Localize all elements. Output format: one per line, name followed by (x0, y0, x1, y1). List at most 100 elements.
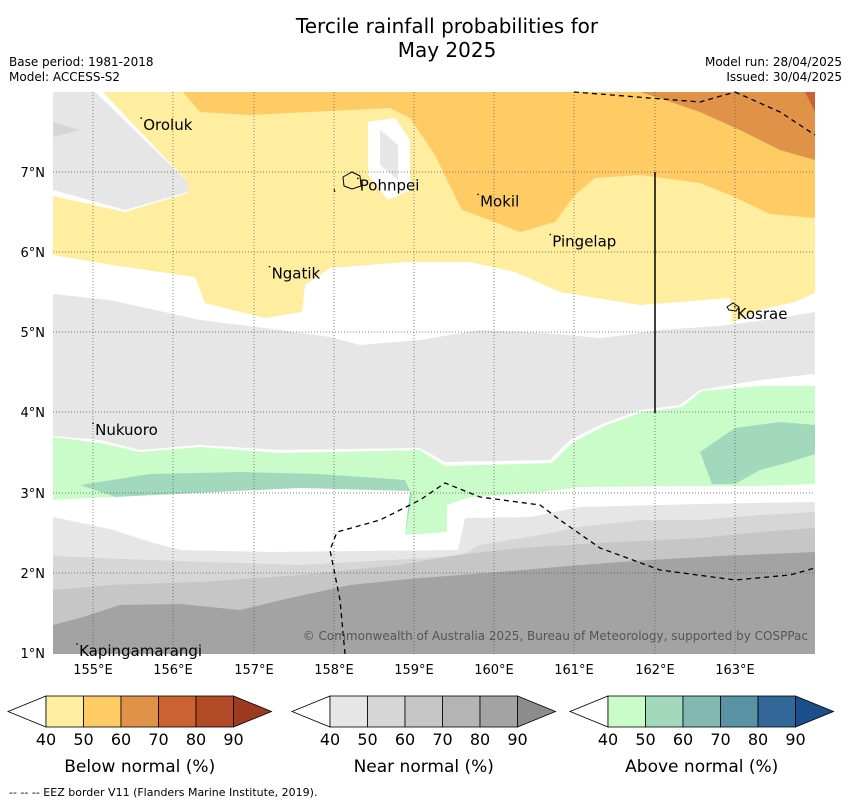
y-tick-label: 5°N (21, 326, 46, 341)
probability-field (53, 92, 815, 654)
place-marker (477, 193, 479, 196)
title-line-1: Tercile rainfall probabilities for (295, 14, 599, 38)
legend-high-arrow (795, 695, 835, 728)
place-label: Ngatik (272, 265, 321, 283)
place-label: Nukuoro (95, 421, 158, 439)
legend-swatch (442, 695, 481, 728)
place-marker (357, 177, 359, 180)
legend-title: Below normal (%) (64, 757, 215, 777)
legend-tick-label: 70 (710, 730, 730, 749)
legend-tick-label: 40 (36, 730, 56, 749)
place-marker (92, 422, 94, 424)
x-tick-label: 162°E (635, 663, 675, 678)
place-marker (76, 643, 78, 645)
place-label: Kosrae (737, 305, 788, 323)
legend-swatch (45, 695, 84, 728)
legend-tick-label: 50 (357, 730, 377, 749)
above-normal-40-region (53, 386, 815, 535)
above-normal-50-region-east (700, 422, 815, 484)
legend-swatch (367, 695, 406, 728)
x-tick-label: 156°E (153, 663, 193, 678)
legend-tick-label: 80 (186, 730, 206, 749)
y-tick-label: 4°N (21, 406, 46, 421)
model-run: Model run: 28/04/2025 (704, 55, 842, 69)
below-normal-60-region (640, 92, 815, 160)
legend-tick-label: 70 (148, 730, 168, 749)
place-marker (268, 265, 271, 268)
x-tick-label: 163°E (715, 663, 755, 678)
near-normal-pocket (380, 130, 398, 180)
place-label: Oroluk (143, 116, 192, 134)
ant-atoll-mark (333, 188, 336, 193)
legend-title: Above normal (%) (625, 757, 778, 777)
legend-low-arrow (568, 695, 609, 728)
below-normal-50-region (183, 92, 815, 232)
place-label: Pingelap (552, 233, 616, 251)
near-normal-50-region-north (53, 122, 80, 137)
y-tick-label: 6°N (21, 246, 46, 261)
legend-swatch (645, 695, 684, 728)
legend-tick-label: 90 (785, 730, 805, 749)
base-period: Base period: 1981-2018 (9, 55, 154, 69)
legend-swatch (329, 695, 368, 728)
legend-swatch (120, 695, 159, 728)
y-axis: 7°N 6°N 5°N 4°N 3°N 2°N 1°N (21, 166, 46, 662)
place-label: Pohnpei (360, 176, 420, 194)
graticule (53, 92, 815, 654)
legend-swatch (757, 695, 796, 728)
metadata-right: Model run: 28/04/2025 Issued: 30/04/2025 (705, 55, 842, 85)
pohnpei-coastline (342, 171, 362, 190)
legend-high-arrow (517, 695, 557, 728)
legend-swatch (607, 695, 646, 728)
no-dominant-band-south (53, 486, 815, 550)
y-tick-label: 3°N (21, 487, 46, 502)
legend-tick-label: 90 (507, 730, 527, 749)
x-tick-label: 155°E (73, 663, 113, 678)
issued-date: Issued: 30/04/2025 (726, 70, 842, 84)
place-label: Kapingamarangi (79, 642, 202, 660)
legend-tick-label: 80 (748, 730, 768, 749)
x-tick-label: 161°E (554, 663, 594, 678)
x-tick-label: 160°E (474, 663, 514, 678)
legend-title: Near normal (%) (354, 757, 494, 777)
legend-swatch (682, 695, 721, 728)
place-labels: Oroluk Pohnpei Mokil Pingelap Ngatik Kosrae Nu… (76, 116, 787, 660)
below-normal-70-region (805, 92, 815, 112)
eez-footnote: -- -- -- EEZ border V11 (Flanders Marine… (9, 786, 318, 799)
legend-low-arrow (6, 695, 47, 728)
copyright-notice: © Commonwealth of Australia 2025, Bureau… (303, 629, 808, 643)
legends: 40 50 60 70 80 90 Below normal (%) 40 50 60 70 80 90… (6, 695, 835, 777)
legend-tick-label: 60 (673, 730, 693, 749)
legend-colorbar: 40 50 60 70 80 90 Above normal (%) (568, 695, 835, 777)
map-title: Tercile rainfall probabilities for May 2… (0, 14, 850, 62)
legend-tick-label: 80 (470, 730, 490, 749)
y-tick-label: 7°N (21, 166, 46, 181)
y-tick-label: 2°N (21, 567, 46, 582)
title-line-2: May 2025 (397, 38, 497, 62)
eez-border (329, 91, 816, 655)
metadata-left: Base period: 1981-2018 Model: ACCESS-S2 (9, 55, 154, 85)
legend-low-arrow (290, 695, 331, 728)
place-marker (140, 117, 143, 119)
legend-swatch (479, 695, 518, 728)
legend-tick-label: 70 (432, 730, 452, 749)
model-name: Model: ACCESS-S2 (9, 70, 121, 84)
kosrae-coastline (726, 302, 740, 312)
legend-swatch (195, 695, 234, 728)
x-axis: 155°E 156°E 157°E 158°E 159°E 160°E 161°… (73, 663, 755, 678)
legend-tick-label: 50 (635, 730, 655, 749)
x-tick-label: 158°E (314, 663, 354, 678)
legend-tick-label: 40 (320, 730, 340, 749)
legend-colorbar: 40 50 60 70 80 90 Near normal (%) (290, 695, 557, 777)
legend-colorbar: 40 50 60 70 80 90 Below normal (%) (6, 695, 273, 777)
legend-swatch (158, 695, 197, 728)
x-tick-label: 157°E (234, 663, 274, 678)
place-label: Mokil (480, 192, 519, 210)
legend-swatch (404, 695, 443, 728)
legend-swatch (83, 695, 122, 728)
legend-tick-label: 90 (223, 730, 243, 749)
legend-tick-label: 60 (395, 730, 415, 749)
legend-tick-label: 50 (73, 730, 93, 749)
near-normal-region-north (53, 92, 188, 210)
